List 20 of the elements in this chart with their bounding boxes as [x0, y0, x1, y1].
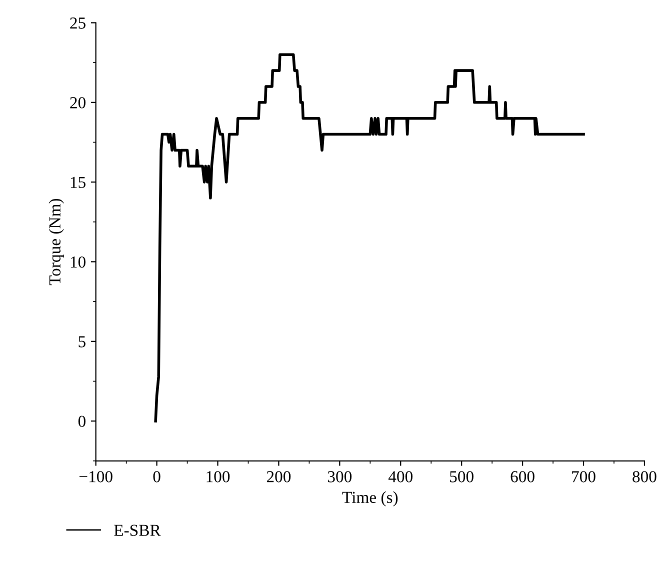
- x-tick-label: 200: [266, 471, 291, 482]
- x-tick-label: 800: [632, 471, 656, 482]
- x-tick-label: 100: [206, 471, 230, 482]
- legend-label: E-SBR: [114, 524, 161, 536]
- x-tick-label: 0: [153, 471, 160, 482]
- x-tick-label: 500: [450, 471, 474, 482]
- x-tick-label: 600: [510, 471, 534, 482]
- y-axis-title: Torque (Nm): [48, 198, 64, 286]
- y-tick-label: 0: [78, 416, 86, 428]
- x-axis-title: Time (s): [342, 491, 398, 506]
- y-tick-label: 25: [70, 18, 86, 29]
- x-tick-label: 300: [328, 471, 352, 482]
- line-series: [154, 53, 585, 422]
- y-tick-label: 15: [70, 176, 86, 188]
- y-tick-label: 5: [78, 336, 86, 348]
- y-tick-label: 10: [70, 256, 86, 268]
- x-tick-label: 400: [388, 471, 413, 482]
- y-tick-label: 20: [70, 97, 86, 108]
- x-tick-label: 700: [572, 471, 596, 482]
- x-tick-label: −100: [79, 471, 112, 482]
